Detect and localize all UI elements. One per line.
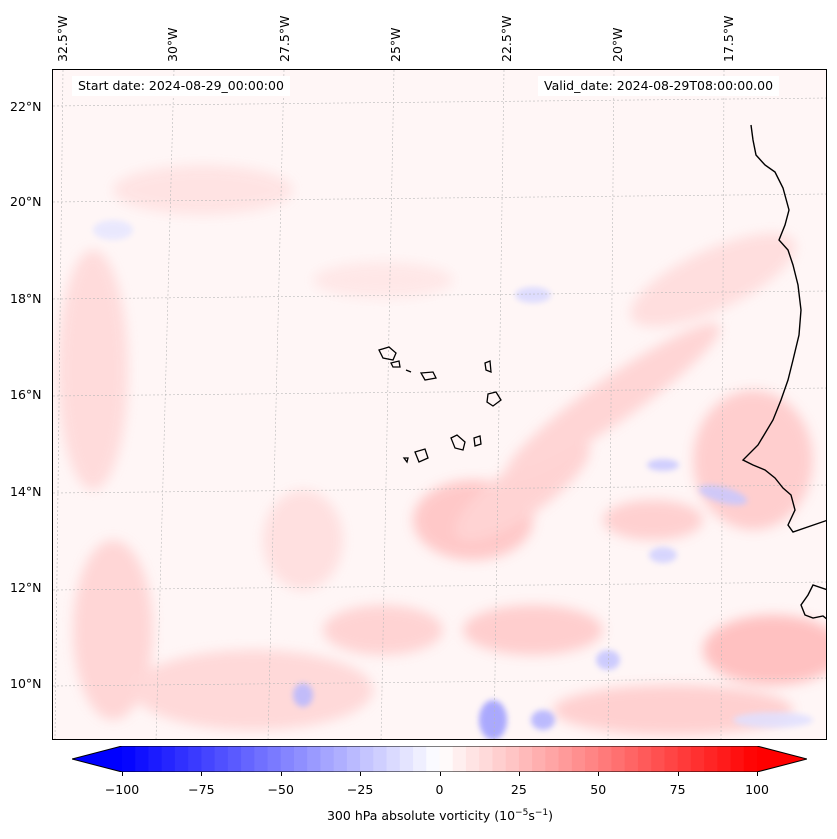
africa-coastline	[741, 124, 826, 533]
colorbar-segment	[664, 746, 679, 772]
lon-label-17-5w: 17.5°W	[721, 15, 736, 62]
colorbar-segment	[571, 746, 586, 772]
map-panel[interactable]	[52, 69, 827, 740]
colorbar-segment	[677, 746, 692, 772]
colorbar-low-extend	[72, 746, 122, 772]
lat-label-20n: 20°N	[10, 194, 42, 209]
colorbar-tick-label: −25	[346, 782, 374, 797]
colorbar-segment	[280, 746, 295, 772]
colorbar-segment	[730, 746, 745, 772]
lat-label-18n: 18°N	[10, 291, 42, 306]
colorbar-tick-mark	[518, 772, 520, 776]
lon-label-27-5w: 27.5°W	[277, 15, 292, 62]
colorbar-segment	[611, 746, 626, 772]
colorbar-tick-label: −75	[188, 782, 215, 797]
colorbar-tick-label: 0	[435, 782, 444, 797]
lon-label-22-5w: 22.5°W	[499, 15, 514, 62]
colorbar-segment	[532, 746, 546, 772]
colorbar-tick-mark	[439, 772, 441, 776]
colorbar-segment	[637, 746, 652, 772]
start-date-label: Start date: 2024-08-29_00:00:00	[72, 76, 290, 96]
colorbar-segment	[386, 746, 401, 772]
colorbar-segment	[452, 746, 467, 772]
africa-coastline-south	[800, 584, 826, 620]
lon-label-20w: 20°W	[610, 27, 625, 62]
lat-label-12n: 12°N	[10, 580, 42, 595]
colorbar-segment	[624, 746, 639, 772]
colorbar-segment	[320, 746, 335, 772]
colorbar-segment	[346, 746, 361, 772]
colorbar-segment	[267, 746, 282, 772]
graticule	[53, 70, 826, 739]
valid-date-label: Valid_date: 2024-08-29T08:00:00.00	[538, 76, 780, 96]
colorbar-tick-mark	[280, 772, 282, 776]
colorbar-tick-mark	[677, 772, 679, 776]
cape-verde-islands	[378, 346, 502, 464]
lat-label-22n: 22°N	[10, 99, 42, 114]
colorbar-tick-label: −50	[267, 782, 294, 797]
colorbar-segment	[373, 746, 388, 772]
colorbar-segment	[360, 746, 374, 772]
vorticity-field	[53, 70, 826, 739]
lat-label-14n: 14°N	[10, 484, 42, 499]
colorbar-tick-mark	[201, 772, 203, 776]
colorbar-segment	[465, 746, 480, 772]
colorbar-segment	[704, 746, 718, 772]
colorbar-segment	[518, 746, 533, 772]
colorbar-tick-label: 75	[669, 782, 686, 797]
colorbar-tick-label: 50	[590, 782, 607, 797]
lat-label-16n: 16°N	[10, 387, 42, 402]
lon-label-32-5w: 32.5°W	[55, 15, 70, 62]
colorbar-segments	[122, 746, 758, 772]
colorbar-segment	[227, 746, 242, 772]
colorbar-segment	[439, 746, 454, 772]
colorbar-segment	[492, 746, 507, 772]
colorbar-segment	[174, 746, 189, 772]
colorbar-tick-label: 25	[510, 782, 527, 797]
colorbar-segment	[558, 746, 573, 772]
colorbar-segment	[399, 746, 414, 772]
colorbar-segment	[241, 746, 255, 772]
colorbar-segment	[122, 746, 136, 772]
colorbar-segment	[293, 746, 308, 772]
colorbar-segment	[585, 746, 599, 772]
colorbar-segment	[307, 746, 321, 772]
colorbar-tick-mark	[360, 772, 362, 776]
negative-vorticity-patches	[93, 220, 813, 739]
colorbar-segment	[148, 746, 163, 772]
colorbar-segment	[254, 746, 269, 772]
colorbar-units: (10−5s−1)	[494, 808, 554, 824]
lat-label-10n: 10°N	[10, 676, 42, 691]
colorbar-label: 300 hPa absolute vorticity (10−5s−1)	[0, 808, 837, 823]
colorbar-segment	[717, 746, 732, 772]
colorbar-segment	[690, 746, 705, 772]
colorbar-segment	[333, 746, 348, 772]
colorbar-segment	[413, 746, 427, 772]
colorbar-segment	[479, 746, 493, 772]
colorbar-segment	[505, 746, 520, 772]
colorbar-tick-mark	[122, 772, 123, 776]
lon-label-25w: 25°W	[388, 27, 403, 62]
colorbar-segment	[214, 746, 229, 772]
colorbar-tick-label: 100	[745, 782, 769, 797]
colorbar-segment	[161, 746, 176, 772]
colorbar-segment	[201, 746, 216, 772]
colorbar-tick-mark	[757, 772, 758, 776]
colorbar-segment	[545, 746, 560, 772]
colorbar-high-extend	[757, 746, 807, 772]
colorbar-segment	[135, 746, 149, 772]
colorbar-segment	[598, 746, 612, 772]
colorbar-segment	[188, 746, 202, 772]
colorbar	[72, 746, 807, 772]
colorbar-tick-label: −100	[104, 782, 140, 797]
colorbar-variable: 300 hPa absolute vorticity	[326, 808, 491, 824]
lon-label-30w: 30°W	[165, 27, 180, 62]
colorbar-tick-mark	[598, 772, 600, 776]
colorbar-segment	[426, 746, 440, 772]
colorbar-segment	[743, 746, 758, 772]
colorbar-segment	[651, 746, 665, 772]
